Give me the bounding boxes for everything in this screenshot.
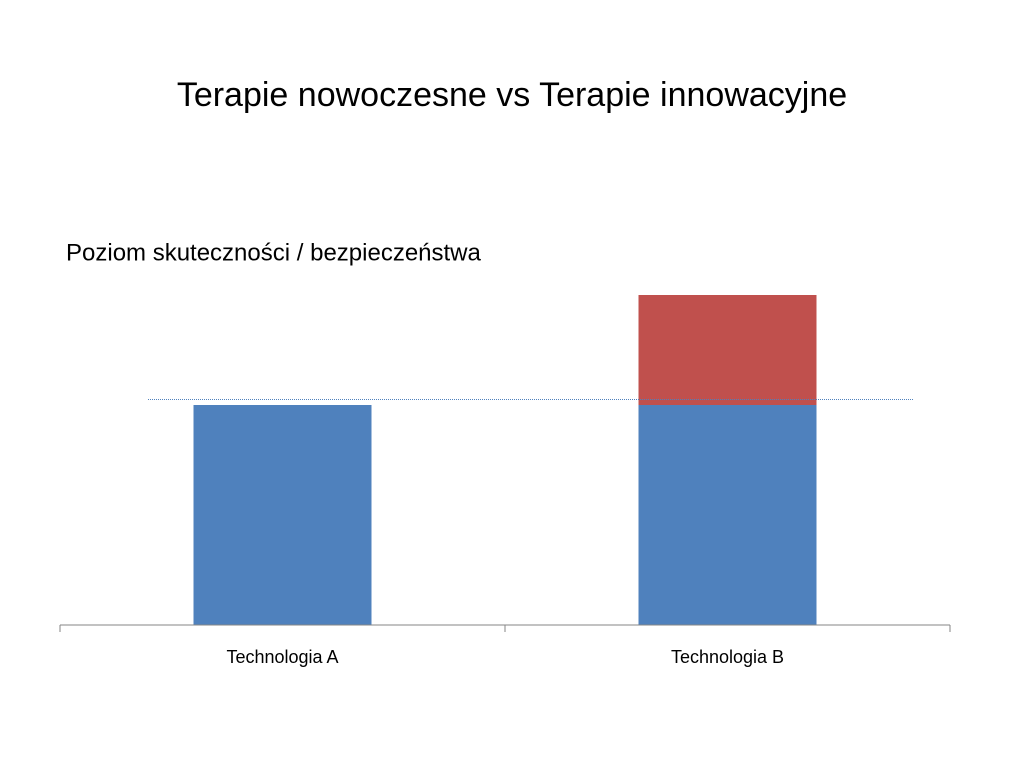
bar-segment xyxy=(638,295,817,405)
x-tick-label: Technologia B xyxy=(671,647,784,667)
axis-label: Poziom skuteczności / bezpieczeństwa xyxy=(66,239,482,266)
chart-title: Terapie nowoczesne vs Terapie innowacyjn… xyxy=(177,76,847,114)
bar-segment xyxy=(193,405,372,625)
x-tick-label: Technologia A xyxy=(226,647,338,667)
bar-segment xyxy=(638,405,817,625)
